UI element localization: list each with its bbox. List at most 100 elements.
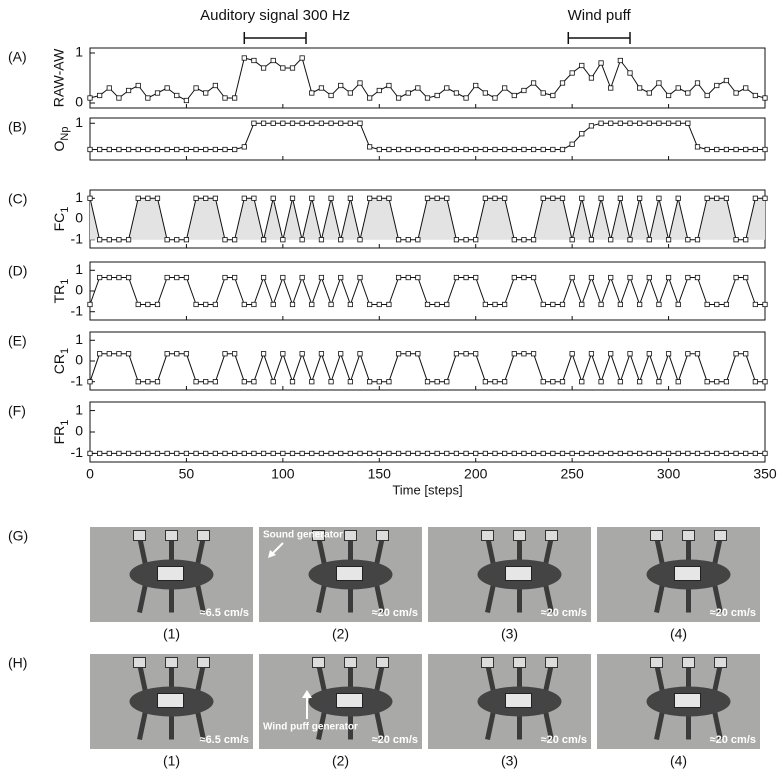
- marker: [579, 131, 585, 137]
- robot-board: [505, 693, 532, 708]
- x-tick-label: 200: [464, 466, 488, 482]
- marker: [646, 120, 652, 126]
- marker: [145, 450, 151, 457]
- marker: [492, 195, 498, 201]
- marker: [415, 146, 421, 153]
- marker: [270, 57, 276, 64]
- marker: [145, 195, 151, 201]
- marker: [704, 92, 710, 99]
- marker: [386, 82, 392, 89]
- marker: [289, 195, 296, 201]
- marker: [386, 379, 392, 385]
- marker: [511, 92, 517, 99]
- marker: [675, 120, 681, 126]
- marker: [482, 301, 488, 308]
- marker: [598, 120, 604, 126]
- marker: [318, 120, 325, 126]
- marker: [154, 379, 161, 385]
- marker: [723, 77, 730, 84]
- robot-board: [157, 566, 184, 581]
- marker: [270, 379, 276, 385]
- marker: [386, 195, 392, 201]
- marker: [357, 237, 363, 243]
- marker: [463, 274, 469, 281]
- marker: [174, 450, 180, 457]
- marker: [280, 274, 286, 281]
- marker: [135, 195, 141, 201]
- marker: [637, 379, 643, 385]
- marker: [723, 379, 730, 385]
- marker: [116, 450, 122, 457]
- y-tick-label: -1: [71, 372, 84, 388]
- marker: [424, 379, 431, 385]
- marker: [540, 379, 546, 385]
- marker: [685, 120, 691, 126]
- marker: [299, 55, 305, 61]
- marker: [376, 379, 382, 385]
- marker: [280, 65, 286, 71]
- marker: [174, 351, 180, 357]
- marker: [203, 195, 209, 201]
- marker: [376, 146, 382, 153]
- marker: [367, 95, 373, 101]
- x-axis-label: Time [steps]: [392, 482, 462, 497]
- marker: [579, 379, 585, 385]
- robot-joint: [513, 657, 526, 668]
- marker: [135, 82, 141, 89]
- marker: [665, 120, 672, 126]
- robot-joint: [376, 657, 389, 668]
- marker: [357, 351, 363, 357]
- marker: [125, 146, 132, 153]
- marker: [694, 351, 701, 357]
- y-label-sub: 1: [59, 348, 71, 354]
- marker: [598, 379, 604, 385]
- marker: [251, 379, 257, 385]
- robot-joint: [650, 657, 663, 668]
- marker: [714, 301, 720, 308]
- series-line: [89, 57, 766, 102]
- marker: [164, 146, 170, 153]
- marker: [444, 379, 450, 385]
- robot-joint: [650, 530, 663, 541]
- marker: [530, 450, 537, 457]
- marker: [222, 351, 228, 357]
- y-axis-label: TR1: [51, 279, 71, 304]
- robot-joint: [545, 657, 558, 668]
- marker: [116, 237, 122, 243]
- y-axis-label: ONp: [51, 127, 71, 152]
- marker: [559, 379, 566, 385]
- marker: [338, 274, 344, 281]
- marker: [656, 301, 662, 308]
- marker: [280, 351, 286, 357]
- robot-joint: [714, 657, 727, 668]
- marker: [482, 195, 488, 201]
- marker: [588, 237, 595, 243]
- panel-label: (C): [8, 191, 27, 207]
- marker: [473, 274, 479, 281]
- marker: [569, 70, 575, 76]
- marker: [588, 450, 595, 457]
- marker: [656, 120, 662, 126]
- marker: [183, 237, 190, 243]
- marker: [733, 237, 739, 243]
- marker: [579, 450, 585, 457]
- arrow-head: [302, 690, 312, 698]
- marker: [212, 301, 218, 308]
- marker: [232, 237, 238, 243]
- marker: [665, 450, 672, 457]
- series-line: [89, 352, 765, 384]
- marker: [183, 97, 190, 104]
- photo-caption: (2): [332, 753, 349, 769]
- marker: [299, 274, 305, 281]
- marker: [463, 95, 469, 101]
- marker: [521, 146, 527, 153]
- marker: [280, 237, 286, 243]
- robot-joint: [165, 657, 178, 668]
- marker: [395, 146, 402, 153]
- marker: [434, 92, 440, 99]
- panel-label: (A): [8, 49, 27, 65]
- marker: [367, 195, 373, 201]
- marker: [289, 65, 296, 71]
- marker: [154, 90, 161, 96]
- marker: [453, 146, 460, 153]
